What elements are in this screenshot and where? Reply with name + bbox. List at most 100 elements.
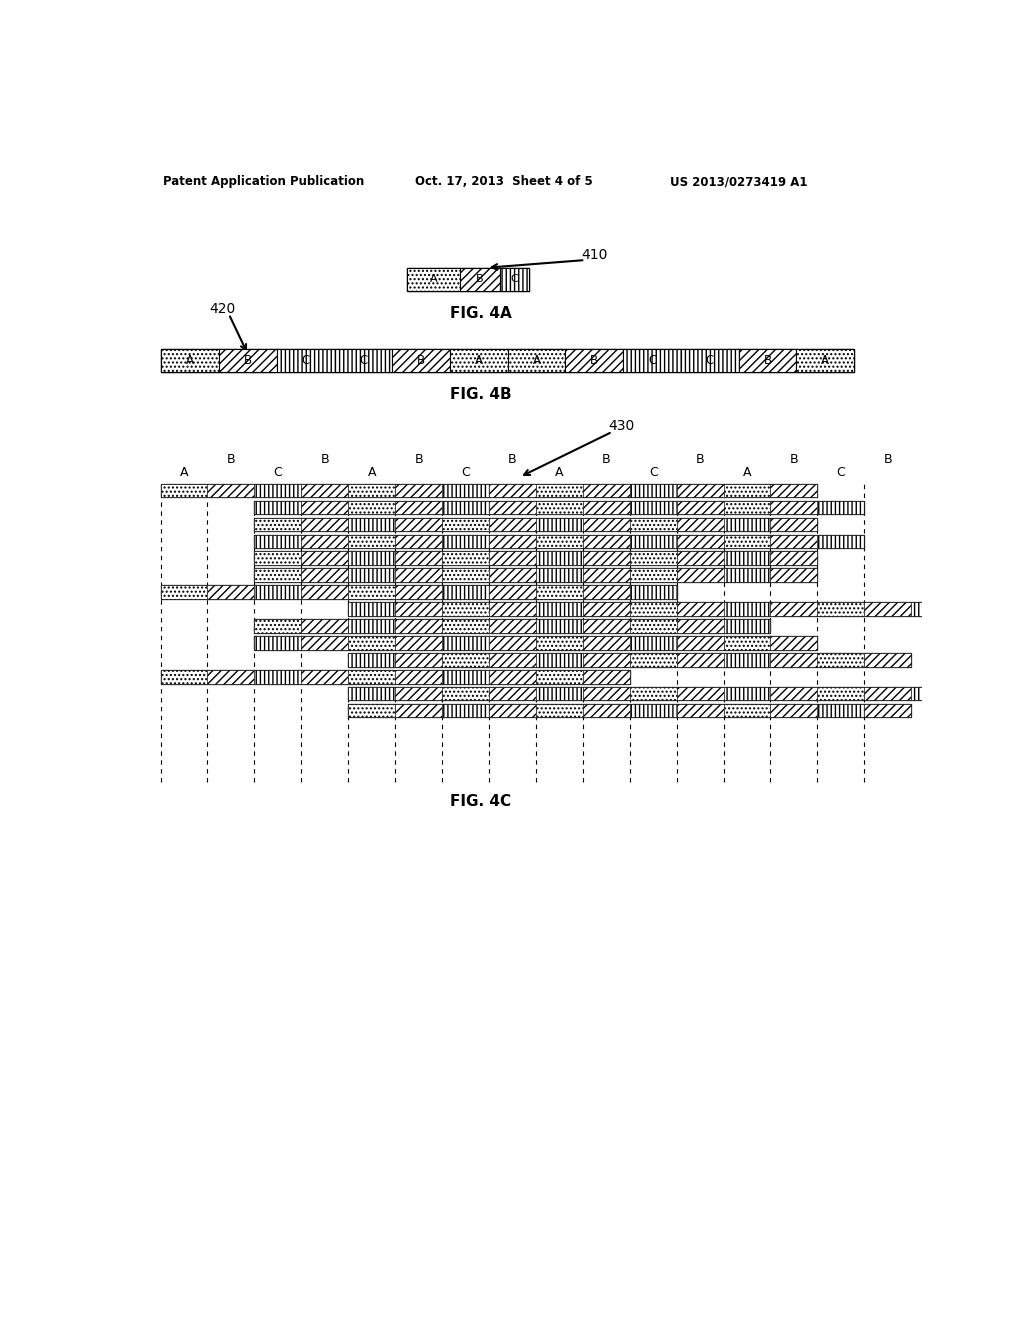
Bar	[911, 602, 958, 616]
Text: C: C	[511, 275, 518, 284]
Bar	[677, 636, 724, 649]
Bar	[724, 619, 770, 632]
Bar	[488, 704, 536, 718]
Bar	[161, 483, 817, 498]
Bar	[395, 535, 442, 548]
Bar	[488, 552, 536, 565]
Bar	[536, 585, 583, 599]
Bar	[770, 500, 817, 515]
Bar	[442, 636, 488, 649]
Text: A: A	[429, 275, 437, 284]
Bar	[276, 348, 335, 372]
Bar	[254, 552, 817, 565]
Bar	[677, 602, 724, 616]
Bar	[161, 671, 208, 684]
Bar	[395, 585, 442, 599]
Bar	[724, 602, 770, 616]
Bar	[583, 653, 630, 667]
Bar	[724, 569, 770, 582]
Bar	[724, 653, 770, 667]
Text: C: C	[837, 466, 845, 479]
Bar	[442, 483, 488, 498]
Text: 430: 430	[608, 420, 635, 433]
Text: B: B	[476, 275, 483, 284]
Bar	[407, 268, 460, 290]
Bar	[348, 619, 395, 632]
Bar	[677, 569, 724, 582]
Bar	[442, 552, 488, 565]
Bar	[817, 704, 864, 718]
Bar	[677, 686, 724, 701]
Bar	[583, 704, 630, 718]
Bar	[817, 602, 864, 616]
Bar	[335, 348, 392, 372]
Bar	[630, 686, 677, 701]
Bar	[677, 500, 724, 515]
Bar	[864, 686, 911, 701]
Bar	[724, 483, 770, 498]
Bar	[488, 653, 536, 667]
Bar	[488, 535, 536, 548]
Bar	[301, 535, 348, 548]
Bar	[348, 552, 395, 565]
Bar	[161, 483, 208, 498]
Bar	[301, 585, 348, 599]
Bar	[488, 686, 536, 701]
Bar	[583, 585, 630, 599]
Text: B: B	[590, 354, 598, 367]
Bar	[488, 517, 536, 531]
Bar	[770, 704, 817, 718]
Bar	[488, 483, 536, 498]
Bar	[348, 602, 958, 616]
Text: C: C	[273, 466, 283, 479]
Bar	[348, 636, 395, 649]
Bar	[348, 653, 911, 667]
Bar	[770, 535, 817, 548]
Bar	[301, 671, 348, 684]
Text: B: B	[695, 453, 705, 466]
Bar	[254, 569, 817, 582]
Bar	[442, 535, 488, 548]
Bar	[348, 569, 395, 582]
Bar	[681, 348, 738, 372]
Bar	[162, 348, 854, 372]
Bar	[770, 686, 817, 701]
Text: FIG. 4A: FIG. 4A	[450, 306, 512, 322]
Text: US 2013/0273419 A1: US 2013/0273419 A1	[671, 176, 808, 189]
Text: B: B	[417, 354, 425, 367]
Bar	[583, 636, 630, 649]
Bar	[395, 569, 442, 582]
Bar	[348, 686, 958, 701]
Bar	[488, 636, 536, 649]
Bar	[724, 636, 770, 649]
Text: A: A	[742, 466, 752, 479]
Bar	[724, 500, 770, 515]
Bar	[630, 585, 677, 599]
Bar	[583, 619, 630, 632]
Bar	[442, 704, 488, 718]
Bar	[536, 552, 583, 565]
Bar	[254, 517, 301, 531]
Bar	[301, 619, 348, 632]
Bar	[583, 552, 630, 565]
Bar	[395, 653, 442, 667]
Bar	[395, 619, 442, 632]
Bar	[770, 552, 817, 565]
Bar	[770, 569, 817, 582]
Bar	[677, 517, 724, 531]
Bar	[536, 517, 583, 531]
Bar	[348, 483, 395, 498]
Bar	[583, 517, 630, 531]
Bar	[817, 500, 864, 515]
Bar	[770, 653, 817, 667]
Bar	[583, 500, 630, 515]
Bar	[407, 268, 529, 290]
Bar	[254, 483, 301, 498]
Text: C: C	[301, 354, 310, 367]
Bar	[395, 500, 442, 515]
Bar	[348, 535, 395, 548]
Bar	[624, 348, 681, 372]
Bar	[630, 500, 677, 515]
Text: 420: 420	[209, 301, 236, 315]
Bar	[583, 686, 630, 701]
